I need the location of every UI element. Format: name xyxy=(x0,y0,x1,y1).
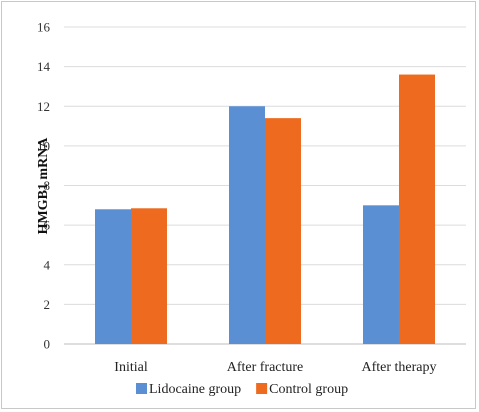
bar-lidocaine-group-2 xyxy=(363,205,399,344)
legend-entry: Lidocaine group xyxy=(149,382,241,397)
category-label: Initial xyxy=(114,360,148,375)
category-label: After therapy xyxy=(361,360,436,375)
y-tick-label: 6 xyxy=(44,218,51,233)
legend-swatch xyxy=(256,383,268,394)
y-tick-label: 0 xyxy=(44,337,51,352)
y-tick-label: 16 xyxy=(37,20,51,35)
bar-lidocaine-group-1 xyxy=(229,106,265,344)
y-tick-label: 2 xyxy=(44,297,51,312)
bar-lidocaine-group-0 xyxy=(95,209,131,344)
category-labels: Initial After fracture After therapy xyxy=(114,360,436,375)
y-axis-label: HMGB1 mRNA xyxy=(36,137,51,235)
bar-control-group-0 xyxy=(131,208,167,344)
bar-control-group-1 xyxy=(265,118,301,344)
bar-control-group-2 xyxy=(399,74,435,345)
legend-swatch xyxy=(136,383,147,394)
bars xyxy=(95,74,435,345)
legend-entry: Control group xyxy=(269,382,348,397)
y-tick-labels: 0 2 4 6 8 10 12 14 16 xyxy=(37,20,51,352)
category-label: After fracture xyxy=(227,360,304,375)
legend: Lidocaine group Control group xyxy=(136,382,348,397)
y-tick-label: 8 xyxy=(44,178,51,193)
y-tick-label: 14 xyxy=(37,59,51,74)
y-tick-label: 4 xyxy=(44,257,51,272)
y-tick-label: 12 xyxy=(37,99,50,114)
y-tick-label: 10 xyxy=(37,138,50,153)
